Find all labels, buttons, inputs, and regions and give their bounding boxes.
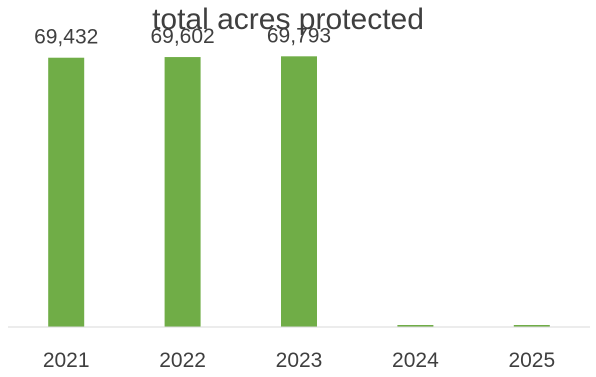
data-label: 69,602 [150,25,214,48]
bar-2023 [281,56,317,327]
bar-2021 [48,57,85,327]
bar-2025 [513,325,550,327]
x-tick-label: 2025 [508,349,555,372]
x-tick-label: 2021 [43,349,90,372]
data-label: 69,432 [34,26,98,49]
data-label: 69,793 [267,24,331,47]
x-tick-label: 2022 [159,349,206,372]
data-labels: 69,432 69,602 69,793 [34,24,331,48]
bar-2022 [164,57,201,328]
x-tick-label: 2023 [276,349,323,372]
x-tick-label: 2024 [392,349,439,372]
x-axis-ticks: 2021 2022 2023 2024 2025 [43,349,555,372]
bars-group [48,56,550,328]
bar-2024 [397,325,434,327]
chart-title: total acres protected [152,3,424,36]
